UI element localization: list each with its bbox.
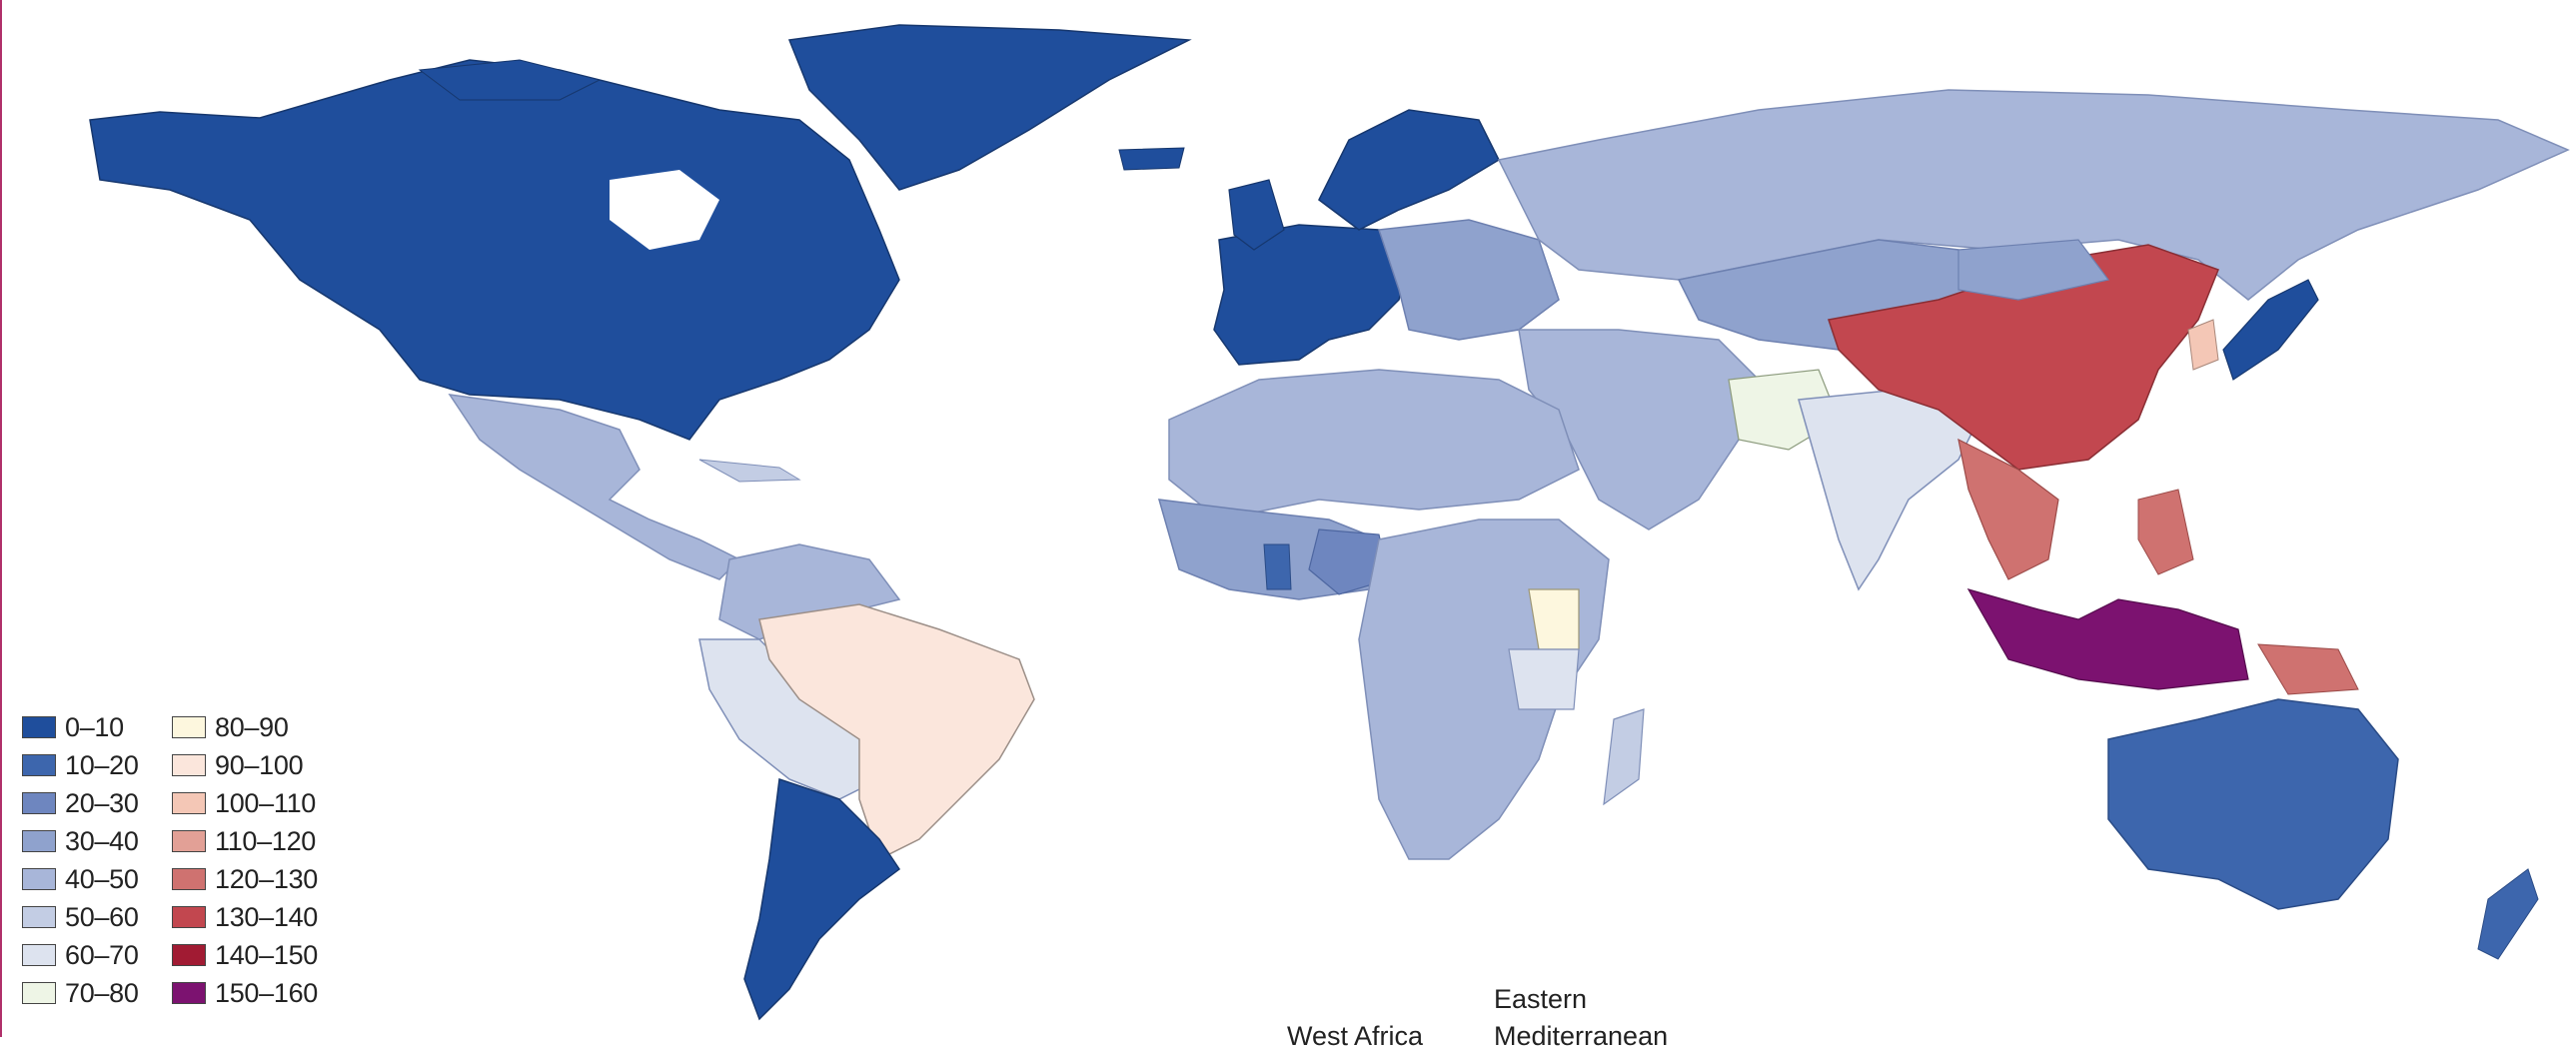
- indonesia-shape: [1966, 588, 2249, 690]
- eastern-europe-shape: [1377, 219, 1560, 341]
- legend-label: 70–80: [65, 977, 139, 1008]
- legend-label: 80–90: [215, 711, 289, 742]
- legend-label: 10–20: [65, 749, 139, 780]
- cuba-shape: [698, 459, 801, 483]
- iceland-shape: [1118, 147, 1185, 171]
- legend-swatch: [22, 830, 56, 852]
- tanzania-shape: [1508, 648, 1580, 710]
- western-europe-shape: [1213, 224, 1410, 366]
- north-america-shape: [89, 59, 900, 441]
- arctic-islands-shape: [418, 59, 602, 101]
- legend-label: 130–140: [215, 901, 319, 932]
- mongolia-shape: [1957, 239, 2110, 301]
- southern-cone-shape: [743, 777, 901, 1021]
- legend-label: 40–50: [65, 863, 139, 894]
- legend-label: 150–160: [215, 977, 319, 1008]
- brazil-shape: [758, 603, 1035, 861]
- legend-label: 30–40: [65, 825, 139, 856]
- legend-label: 90–100: [215, 749, 304, 780]
- legend-swatch: [172, 906, 206, 928]
- legend-label: 140–150: [215, 939, 319, 970]
- legend-item: 30–40: [22, 825, 172, 857]
- papua-new-guinea-shape: [2257, 643, 2359, 695]
- legend-item: 90–100: [172, 749, 342, 781]
- nigeria-shape: [1308, 528, 1390, 595]
- uk-shape: [1228, 179, 1285, 251]
- map-legend: 0–10 80–90 10–20 90–100 20–30 100–110 30…: [22, 711, 342, 1009]
- legend-item: 110–120: [172, 825, 342, 857]
- legend-swatch: [22, 754, 56, 776]
- legend-swatch: [22, 868, 56, 890]
- legend-item: 10–20: [22, 749, 172, 781]
- legend-swatch: [22, 792, 56, 814]
- legend-item: 150–160: [172, 977, 342, 1009]
- legend-item: 80–90: [172, 711, 342, 743]
- legend-swatch: [172, 944, 206, 966]
- legend-item: 140–150: [172, 939, 342, 971]
- legend-swatch: [172, 754, 206, 776]
- legend-item: 40–50: [22, 863, 172, 895]
- korea-shape: [2187, 319, 2219, 371]
- legend-label: 100–110: [215, 787, 317, 818]
- legend-swatch: [22, 982, 56, 1004]
- legend-swatch: [172, 792, 206, 814]
- north-africa-shape: [1168, 369, 1580, 521]
- left-border-line: [0, 0, 2, 1037]
- legend-label: 50–60: [65, 901, 139, 932]
- new-zealand-shape: [2477, 868, 2539, 960]
- philippines-shape: [2137, 489, 2194, 575]
- legend-swatch: [172, 716, 206, 738]
- legend-swatch: [172, 830, 206, 852]
- legend-item: 120–130: [172, 863, 342, 895]
- legend-swatch: [22, 944, 56, 966]
- mainland-southeast-asia-shape: [1957, 438, 2059, 580]
- legend-label: 60–70: [65, 939, 139, 970]
- legend-label: 110–120: [215, 825, 317, 856]
- legend-swatch: [22, 716, 56, 738]
- legend-item: 70–80: [22, 977, 172, 1009]
- legend-item: 130–140: [172, 901, 342, 933]
- madagascar-shape: [1603, 708, 1645, 806]
- hudson-bay-shape: [610, 170, 719, 250]
- australia-shape: [2107, 698, 2399, 910]
- legend-label: 120–130: [215, 863, 319, 894]
- legend-item: 60–70: [22, 939, 172, 971]
- japan-shape: [2222, 279, 2319, 381]
- ghana-shape: [1263, 543, 1292, 590]
- legend-item: 0–10: [22, 711, 172, 743]
- legend-label: 20–30: [65, 787, 139, 818]
- legend-item: 100–110: [172, 787, 342, 819]
- legend-swatch: [22, 906, 56, 928]
- scandinavia-shape: [1318, 109, 1500, 231]
- region-label-eastern: Eastern: [1494, 984, 1588, 1014]
- legend-swatch: [172, 868, 206, 890]
- legend-label: 0–10: [65, 711, 124, 742]
- legend-item: 20–30: [22, 787, 172, 819]
- legend-item: 50–60: [22, 901, 172, 933]
- legend-swatch: [172, 982, 206, 1004]
- greenland-shape: [787, 24, 1192, 191]
